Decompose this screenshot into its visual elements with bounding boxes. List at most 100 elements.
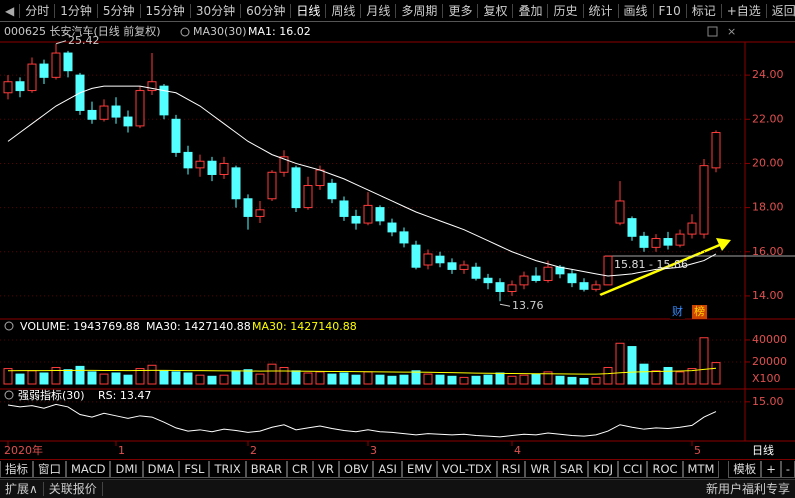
indicator-tab[interactable]: OBV: [338, 460, 374, 478]
tool-button[interactable]: 历史: [548, 3, 584, 18]
tool-button[interactable]: +自选: [722, 3, 767, 18]
period-tab[interactable]: 月线: [361, 3, 397, 18]
indicator-tab[interactable]: 窗口: [33, 460, 66, 478]
tool-button[interactable]: 复权: [478, 3, 514, 18]
volume-bar: [243, 369, 253, 385]
indicator-tab[interactable]: DMA: [142, 460, 180, 478]
badge-text[interactable]: 榜: [694, 304, 705, 318]
period-tab[interactable]: 周线: [326, 3, 362, 18]
ma-current: MA1: 16.02: [248, 25, 311, 38]
footer-link[interactable]: 关联报价: [44, 482, 103, 496]
indicator-tab[interactable]: DMI: [110, 460, 143, 478]
indicator-tab[interactable]: WR: [525, 460, 555, 478]
volume-bar: [555, 375, 565, 385]
volume-bar: [147, 364, 157, 385]
candle-body: [351, 215, 361, 224]
candle-body: [543, 266, 553, 281]
tool-button[interactable]: 返回: [767, 4, 795, 18]
volume-bar: [363, 371, 373, 385]
indicator-tab[interactable]: ASI: [373, 460, 402, 478]
indicator-tab[interactable]: MACD: [66, 460, 111, 478]
volume-bar: [663, 366, 673, 385]
back-button[interactable]: ◀: [0, 3, 21, 18]
indicator-tab[interactable]: FSL: [179, 460, 210, 478]
indicator-tab[interactable]: ROC: [647, 460, 683, 478]
volume-bar: [351, 374, 361, 385]
close-button[interactable]: ×: [727, 25, 736, 38]
candle-body: [195, 160, 205, 169]
period-tab[interactable]: 日线: [291, 3, 327, 18]
indicator-tab[interactable]: BRAR: [245, 460, 288, 478]
indicator-tab[interactable]: CCI: [618, 460, 648, 478]
candle-body: [423, 253, 433, 266]
period-tab[interactable]: 1分钟: [55, 3, 98, 18]
tool-button[interactable]: 标记: [687, 3, 722, 18]
tool-button[interactable]: 统计: [584, 3, 619, 18]
volume-bar: [3, 368, 13, 385]
period-tab[interactable]: 60分钟: [241, 3, 292, 18]
chart: 000625 长安汽车(日线 前复权) MA30(30) MA1: 16.02 …: [0, 22, 795, 459]
indicator-tab[interactable]: VR: [313, 460, 339, 478]
candle-body: [303, 185, 313, 209]
candle-body: [279, 156, 289, 173]
volume-bar: [75, 365, 85, 385]
volume-bar: [519, 374, 529, 385]
volume-bar: [399, 374, 409, 385]
x-tick-label: 2020年: [4, 443, 43, 457]
ma-icon[interactable]: [180, 27, 190, 37]
candle-body: [699, 165, 709, 235]
panel-icon[interactable]: [4, 321, 14, 331]
candle-body: [459, 264, 469, 270]
period-tab[interactable]: 多周期: [396, 3, 444, 18]
period-tab[interactable]: 分时: [20, 3, 56, 18]
badge[interactable]: [692, 305, 707, 319]
indicator-tab[interactable]: 指标: [0, 460, 33, 478]
badge-text[interactable]: 财: [672, 304, 683, 318]
indicator-tab[interactable]: CR: [287, 460, 314, 478]
period-tab[interactable]: 15分钟: [141, 3, 191, 18]
footer-link[interactable]: 扩展∧: [0, 482, 44, 496]
volume-ma: MA30: 1427140.88: [146, 320, 251, 333]
period-tab[interactable]: 更多: [443, 3, 479, 18]
x-tick-label: 5: [694, 444, 701, 457]
volume-bar: [15, 373, 25, 385]
badge[interactable]: [670, 305, 685, 319]
indicator-tab[interactable]: RSI: [496, 460, 526, 478]
candle-body: [483, 277, 493, 284]
candle-body: [27, 63, 37, 92]
tool-button[interactable]: F10: [654, 3, 687, 18]
maximize-button[interactable]: [707, 26, 718, 37]
tool-button[interactable]: 叠加: [513, 3, 549, 18]
volume-bar: [87, 371, 97, 385]
tool-button[interactable]: 画线: [619, 3, 654, 18]
rs-title: 强弱指标(30): [18, 388, 85, 402]
y-tick-label: 20000: [752, 355, 787, 368]
volume-bar: [171, 371, 181, 385]
indicator-tab[interactable]: MTM: [682, 460, 720, 478]
promo-link[interactable]: 新用户福利专享: [705, 482, 790, 496]
volume-ma-line: [7, 367, 717, 375]
indicator-tab[interactable]: SAR: [554, 460, 589, 478]
candle-body: [495, 282, 505, 293]
candle-body: [567, 273, 577, 284]
tab-button[interactable]: -: [780, 460, 795, 478]
panel-icon[interactable]: [4, 390, 14, 400]
candle-body: [111, 105, 121, 118]
indicator-tab[interactable]: TRIX: [209, 460, 246, 478]
volume-bar: [219, 374, 229, 385]
candle-body: [243, 198, 253, 217]
tab-button[interactable]: 模板: [728, 460, 762, 478]
volume-bar: [423, 373, 433, 385]
candle-body: [651, 238, 661, 248]
period-tab[interactable]: 30分钟: [191, 3, 242, 18]
period-tab[interactable]: 5分钟: [98, 3, 141, 18]
indicator-tab[interactable]: KDJ: [588, 460, 619, 478]
tab-button[interactable]: +: [761, 460, 781, 478]
volume-bar: [387, 375, 397, 385]
indicator-tab[interactable]: VOL-TDX: [437, 460, 497, 478]
volume-bar: [459, 376, 469, 385]
candle-body: [627, 218, 637, 237]
indicator-tab[interactable]: EMV: [401, 460, 437, 478]
y-tick-label: 24.00: [752, 68, 784, 81]
low-label: 13.76: [512, 299, 544, 312]
